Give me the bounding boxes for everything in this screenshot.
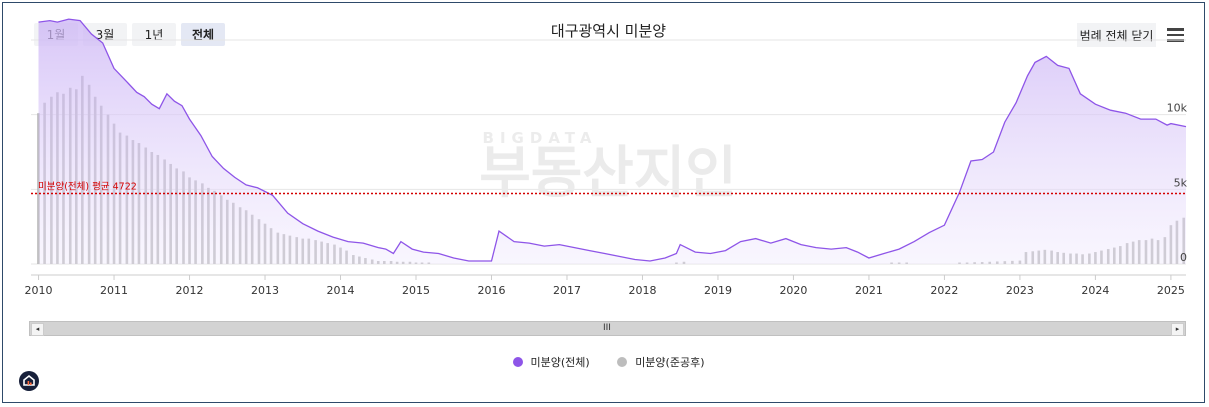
x-tick-label: 2010 [25, 284, 53, 297]
total-area-fill [38, 19, 1186, 264]
x-tick-label: 2015 [402, 284, 430, 297]
average-label: 미분양(전체) 평균 4722 [38, 181, 137, 192]
scroll-grip-icon[interactable]: III [603, 323, 611, 333]
x-tick-label: 2024 [1081, 284, 1109, 297]
scroll-left-arrow-icon[interactable]: ◂ [31, 323, 44, 336]
watermark-top: BIGDATA [483, 129, 598, 147]
legend-item-after-completion[interactable]: 미분양(준공후) [617, 354, 705, 370]
y-axis-ticks: 0 5k 10k [1167, 102, 1188, 264]
chart-legend: 미분양(전체) 미분양(준공후) [0, 354, 1209, 370]
x-tick-label: 2021 [855, 284, 883, 297]
site-logo-icon[interactable] [19, 371, 39, 391]
x-tick-label: 2017 [553, 284, 581, 297]
horizontal-scrollbar[interactable]: ◂ III ▸ [29, 321, 1186, 336]
legend-dot-after-completion [617, 357, 628, 367]
total-line [38, 18, 1187, 262]
x-tick-label: 2018 [628, 284, 656, 297]
x-tick-label: 2016 [477, 284, 505, 297]
x-tick-label: 2014 [327, 284, 355, 297]
x-tick-label: 2022 [930, 284, 958, 297]
chart-title: 대구광역시 미분양 [550, 22, 667, 40]
legend-label-total: 미분양(전체) [530, 356, 590, 369]
legend-label-after-completion: 미분양(준공후) [635, 356, 705, 369]
y-tick-label: 10k [1167, 102, 1188, 115]
watermark: BIGDATA 부동산지인 [479, 129, 737, 206]
x-tick-label: 2023 [1006, 284, 1034, 297]
x-tick-label: 2019 [704, 284, 732, 297]
y-tick-label: 5k [1174, 176, 1188, 189]
x-tick-label: 2025 [1157, 284, 1185, 297]
x-tick-label: 2013 [251, 284, 279, 297]
scroll-right-arrow-icon[interactable]: ▸ [1171, 323, 1184, 336]
x-axis-ticks: 2010 2011 2012 2013 2014 2015 2016 2017 2018 2019… [25, 275, 1185, 297]
legend-item-total[interactable]: 미분양(전체) [512, 354, 590, 370]
legend-close-all-button[interactable]: 범례 전체 닫기 [1077, 23, 1156, 47]
x-tick-label: 2012 [176, 284, 204, 297]
chart-plot: BIGDATA 부동산지인 미분양(전체) 평균 4722 2010 2011 20… [25, 18, 1188, 297]
x-tick-label: 2011 [100, 284, 128, 297]
y-tick-label: 0 [1180, 251, 1187, 264]
x-tick-label: 2020 [779, 284, 807, 297]
watermark-main: 부동산지인 [479, 141, 737, 206]
legend-dot-total [512, 357, 523, 367]
